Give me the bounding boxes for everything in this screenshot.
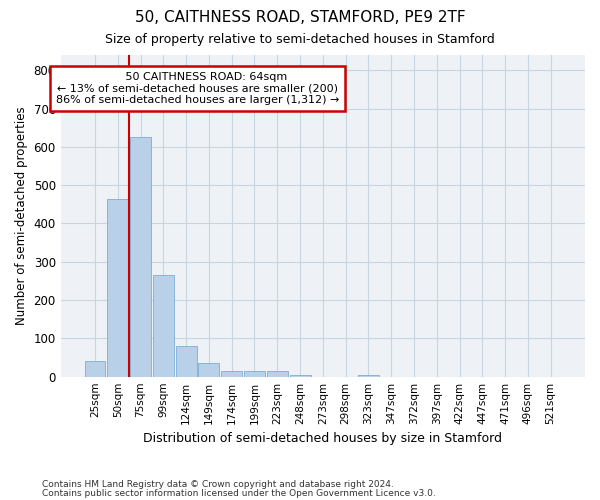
Bar — [107, 198, 128, 376]
Bar — [290, 375, 311, 376]
Text: Size of property relative to semi-detached houses in Stamford: Size of property relative to semi-detach… — [105, 32, 495, 46]
Y-axis label: Number of semi-detached properties: Number of semi-detached properties — [15, 106, 28, 325]
Bar — [244, 371, 265, 376]
Bar — [153, 275, 174, 376]
Bar — [176, 346, 197, 376]
X-axis label: Distribution of semi-detached houses by size in Stamford: Distribution of semi-detached houses by … — [143, 432, 502, 445]
Bar — [85, 362, 106, 376]
Text: Contains public sector information licensed under the Open Government Licence v3: Contains public sector information licen… — [42, 488, 436, 498]
Text: 50 CAITHNESS ROAD: 64sqm
← 13% of semi-detached houses are smaller (200)
86% of : 50 CAITHNESS ROAD: 64sqm ← 13% of semi-d… — [56, 72, 339, 105]
Bar — [199, 364, 220, 376]
Bar — [130, 138, 151, 376]
Text: 50, CAITHNESS ROAD, STAMFORD, PE9 2TF: 50, CAITHNESS ROAD, STAMFORD, PE9 2TF — [134, 10, 466, 25]
Bar — [221, 371, 242, 376]
Bar — [358, 375, 379, 376]
Bar — [267, 371, 288, 376]
Text: Contains HM Land Registry data © Crown copyright and database right 2024.: Contains HM Land Registry data © Crown c… — [42, 480, 394, 489]
